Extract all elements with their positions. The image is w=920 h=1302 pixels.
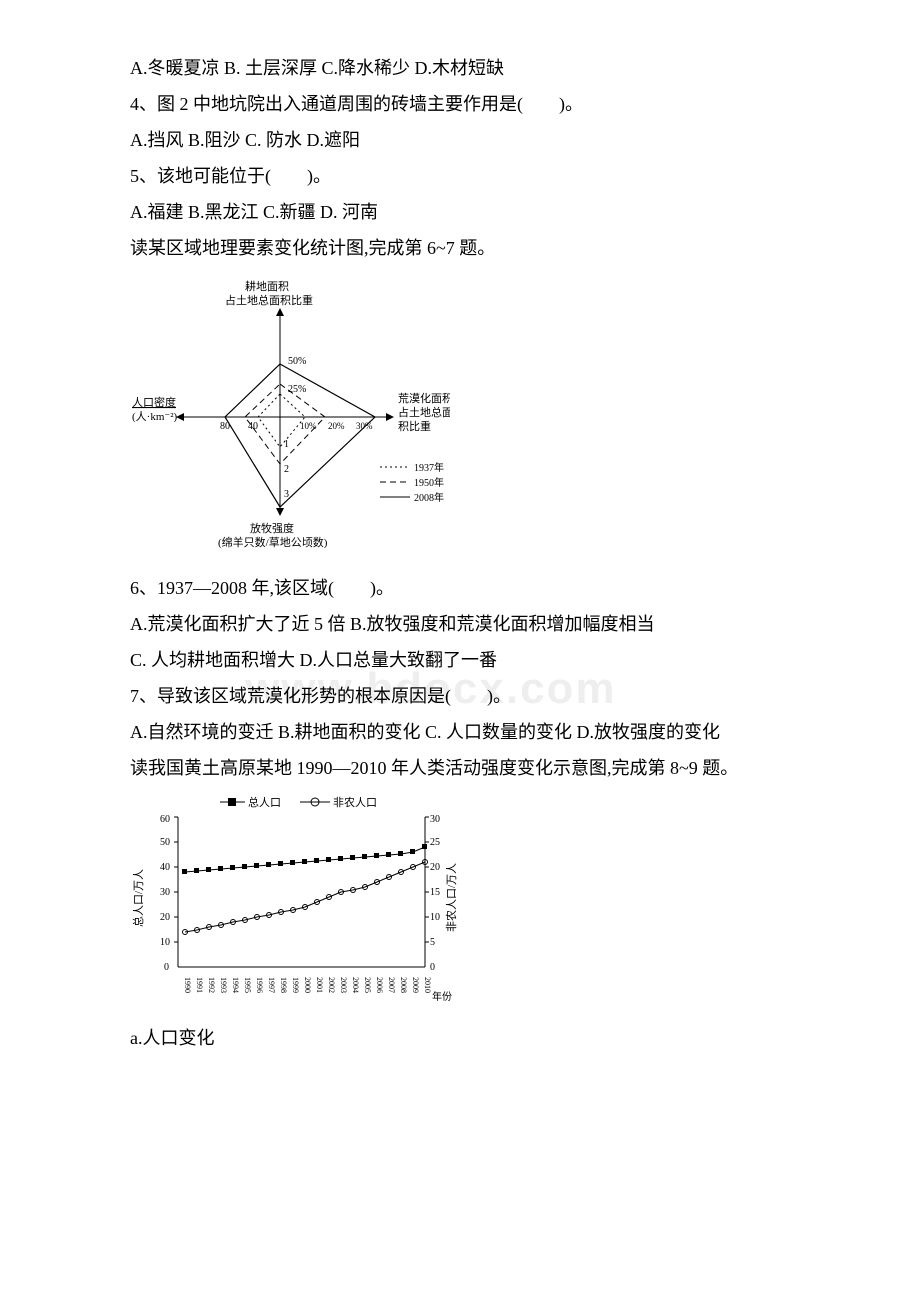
svg-text:人口密度: 人口密度 <box>132 395 176 409</box>
svg-text:年份: 年份 <box>432 990 452 1002</box>
svg-text:总人口: 总人口 <box>248 795 281 809</box>
svg-text:1990: 1990 <box>183 977 192 993</box>
svg-text:1997: 1997 <box>267 977 276 993</box>
svg-text:(绵羊只数/草地公顷数): (绵羊只数/草地公顷数) <box>218 535 328 549</box>
svg-text:2000: 2000 <box>303 977 312 993</box>
svg-text:2003: 2003 <box>339 977 348 993</box>
svg-text:30%: 30% <box>356 421 373 431</box>
svg-text:40: 40 <box>160 862 170 873</box>
svg-text:2005: 2005 <box>363 977 372 993</box>
svg-text:1950年: 1950年 <box>414 476 444 489</box>
svg-text:20: 20 <box>430 862 440 873</box>
line-chart: 总人口 非农人口 0 10 20 30 40 50 60 0 5 10 <box>130 792 480 1002</box>
svg-text:20%: 20% <box>328 421 345 431</box>
svg-text:总人口/万人: 总人口/万人 <box>131 869 145 927</box>
svg-text:5: 5 <box>430 937 435 948</box>
question-option-line: A.自然环境的变迁 B.耕地面积的变化 C. 人口数量的变化 D.放牧强度的变化 <box>130 714 800 750</box>
svg-text:2004: 2004 <box>351 977 360 993</box>
radar-chart: 50% 25% 10% 20% 30% 1 2 3 40 80 耕地面积 占土地… <box>130 272 450 552</box>
svg-text:荒漠化面积: 荒漠化面积 <box>398 391 450 405</box>
svg-text:积比重: 积比重 <box>398 419 431 433</box>
instruction-line: 读我国黄土高原某地 1990—2010 年人类活动强度变化示意图,完成第 8~9… <box>130 750 800 786</box>
svg-text:非农人口: 非农人口 <box>333 795 377 809</box>
svg-text:1992: 1992 <box>207 977 216 993</box>
svg-text:耕地面积: 耕地面积 <box>245 279 289 293</box>
svg-text:10: 10 <box>160 937 170 948</box>
svg-text:0: 0 <box>164 962 169 973</box>
svg-text:2: 2 <box>284 464 289 475</box>
caption-line: a.人口变化 <box>130 1020 800 1056</box>
svg-text:1937年: 1937年 <box>414 461 444 474</box>
question-option-line: A.荒漠化面积扩大了近 5 倍 B.放牧强度和荒漠化面积增加幅度相当 <box>130 606 800 642</box>
svg-text:30: 30 <box>160 887 170 898</box>
svg-text:25: 25 <box>430 837 440 848</box>
svg-text:2001: 2001 <box>315 977 324 993</box>
question-option-line: A.福建 B.黑龙江 C.新疆 D. 河南 <box>130 194 800 230</box>
svg-text:3: 3 <box>284 489 289 500</box>
svg-text:60: 60 <box>160 814 170 825</box>
svg-text:放牧强度: 放牧强度 <box>250 521 294 535</box>
svg-text:1994: 1994 <box>231 977 240 993</box>
svg-text:2009: 2009 <box>411 977 420 993</box>
radar-chart-container: 50% 25% 10% 20% 30% 1 2 3 40 80 耕地面积 占土地… <box>130 272 800 564</box>
svg-text:15: 15 <box>430 887 440 898</box>
question-line: 5、该地可能位于( )。 <box>130 158 800 194</box>
svg-text:10%: 10% <box>300 421 317 431</box>
document-content: A.冬暖夏凉 B. 土层深厚 C.降水稀少 D.木材短缺 4、图 2 中地坑院出… <box>130 50 800 1056</box>
line-chart-container: 总人口 非农人口 0 10 20 30 40 50 60 0 5 10 <box>130 792 800 1014</box>
svg-text:占土地总面: 占土地总面 <box>398 405 450 419</box>
svg-text:10: 10 <box>430 912 440 923</box>
instruction-line: 读某区域地理要素变化统计图,完成第 6~7 题。 <box>130 230 800 266</box>
question-option-line: C. 人均耕地面积增大 D.人口总量大致翻了一番 <box>130 642 800 678</box>
question-line: 7、导致该区域荒漠化形势的根本原因是( )。 <box>130 678 800 714</box>
svg-text:0: 0 <box>430 962 435 973</box>
svg-text:2002: 2002 <box>327 977 336 993</box>
svg-text:25%: 25% <box>288 384 306 395</box>
svg-text:50: 50 <box>160 837 170 848</box>
svg-text:50%: 50% <box>288 356 306 367</box>
svg-text:1996: 1996 <box>255 977 264 993</box>
svg-text:30: 30 <box>430 814 440 825</box>
svg-text:1993: 1993 <box>219 977 228 993</box>
svg-text:1991: 1991 <box>195 977 204 993</box>
svg-text:非农人口/万人: 非农人口/万人 <box>444 863 458 932</box>
question-option-line: A.冬暖夏凉 B. 土层深厚 C.降水稀少 D.木材短缺 <box>130 50 800 86</box>
svg-text:2007: 2007 <box>387 977 396 993</box>
svg-text:占土地总面积比重: 占土地总面积比重 <box>225 293 313 307</box>
question-option-line: A.挡风 B.阻沙 C. 防水 D.遮阳 <box>130 122 800 158</box>
question-line: 4、图 2 中地坑院出入通道周围的砖墙主要作用是( )。 <box>130 86 800 122</box>
svg-text:2008年: 2008年 <box>414 491 444 504</box>
svg-text:2008: 2008 <box>399 977 408 993</box>
svg-text:2006: 2006 <box>375 977 384 993</box>
svg-text:1999: 1999 <box>291 977 300 993</box>
svg-text:20: 20 <box>160 912 170 923</box>
question-line: 6、1937—2008 年,该区域( )。 <box>130 570 800 606</box>
svg-text:2010: 2010 <box>423 977 432 993</box>
svg-text:1998: 1998 <box>279 977 288 993</box>
svg-text:(人·km⁻²): (人·km⁻²) <box>132 410 177 423</box>
svg-text:1995: 1995 <box>243 977 252 993</box>
